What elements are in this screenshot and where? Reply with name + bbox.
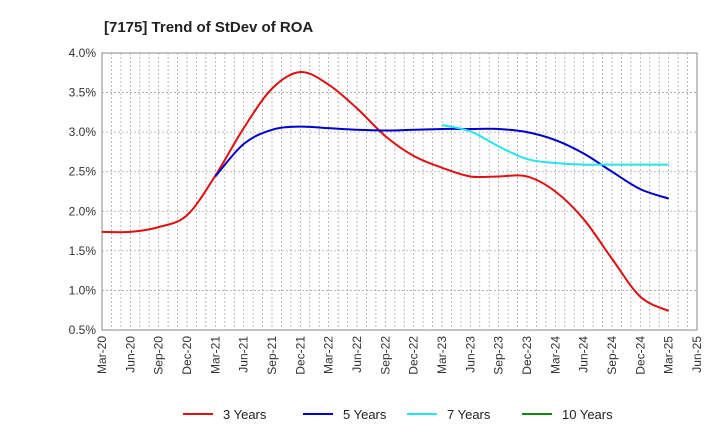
x-tick-label: Dec-23 — [520, 336, 534, 375]
legend: 3 Years 5 Years 7 Years 10 Years — [183, 407, 613, 422]
x-tick-label: Sep-22 — [378, 336, 392, 375]
y-tick-label: 3.0% — [69, 125, 97, 139]
x-tick-label: Jun-21 — [237, 336, 251, 373]
legend-label: 10 Years — [562, 407, 613, 422]
x-tick-label: Sep-24 — [605, 336, 619, 375]
y-axis: 0.5% 1.0% 1.5% 2.0% 2.5% 3.0% 3.5% 4.0% — [69, 46, 97, 337]
y-tick-label: 2.5% — [69, 165, 97, 179]
x-tick-label: Mar-25 — [662, 336, 676, 374]
x-tick-label: Mar-20 — [95, 336, 109, 374]
series-line-5-years — [214, 125, 669, 200]
series-layer — [101, 70, 670, 312]
x-tick-label: Sep-23 — [492, 336, 506, 375]
legend-label: 3 Years — [223, 407, 267, 422]
x-tick-label: Dec-21 — [293, 336, 307, 375]
x-tick-label: Mar-23 — [435, 336, 449, 374]
x-tick-label: Jun-20 — [123, 336, 137, 373]
x-tick-label: Sep-20 — [152, 336, 166, 375]
x-tick-label: Mar-21 — [208, 336, 222, 374]
series-line-3-years — [101, 70, 670, 312]
y-tick-label: 4.0% — [69, 46, 97, 60]
y-tick-label: 0.5% — [69, 323, 97, 337]
plot-area-border — [101, 52, 698, 331]
legend-label: 7 Years — [447, 407, 491, 422]
x-tick-label: Jun-22 — [350, 336, 364, 373]
y-tick-label: 1.5% — [69, 244, 97, 258]
x-tick-label: Jun-23 — [463, 336, 477, 373]
x-tick-label: Mar-24 — [548, 336, 562, 374]
series-line-7-years — [441, 124, 669, 166]
x-tick-label: Mar-22 — [322, 336, 336, 374]
x-tick-label: Sep-21 — [265, 336, 279, 375]
y-tick-label: 2.0% — [69, 204, 97, 218]
x-tick-label: Dec-22 — [407, 336, 421, 375]
y-tick-label: 1.0% — [69, 283, 97, 297]
x-tick-label: Dec-20 — [180, 336, 194, 375]
x-axis: Mar-20 Jun-20 Sep-20 Dec-20 Mar-21 Jun-21 Sep-… — [95, 336, 704, 375]
grid-layer — [102, 53, 697, 330]
y-tick-label: 3.5% — [69, 86, 97, 100]
chart-title: [7175] Trend of StDev of ROA — [104, 19, 313, 36]
x-tick-label: Jun-25 — [690, 336, 704, 373]
x-tick-label: Dec-24 — [633, 336, 647, 375]
legend-label: 5 Years — [343, 407, 387, 422]
x-tick-label: Jun-24 — [577, 336, 591, 373]
